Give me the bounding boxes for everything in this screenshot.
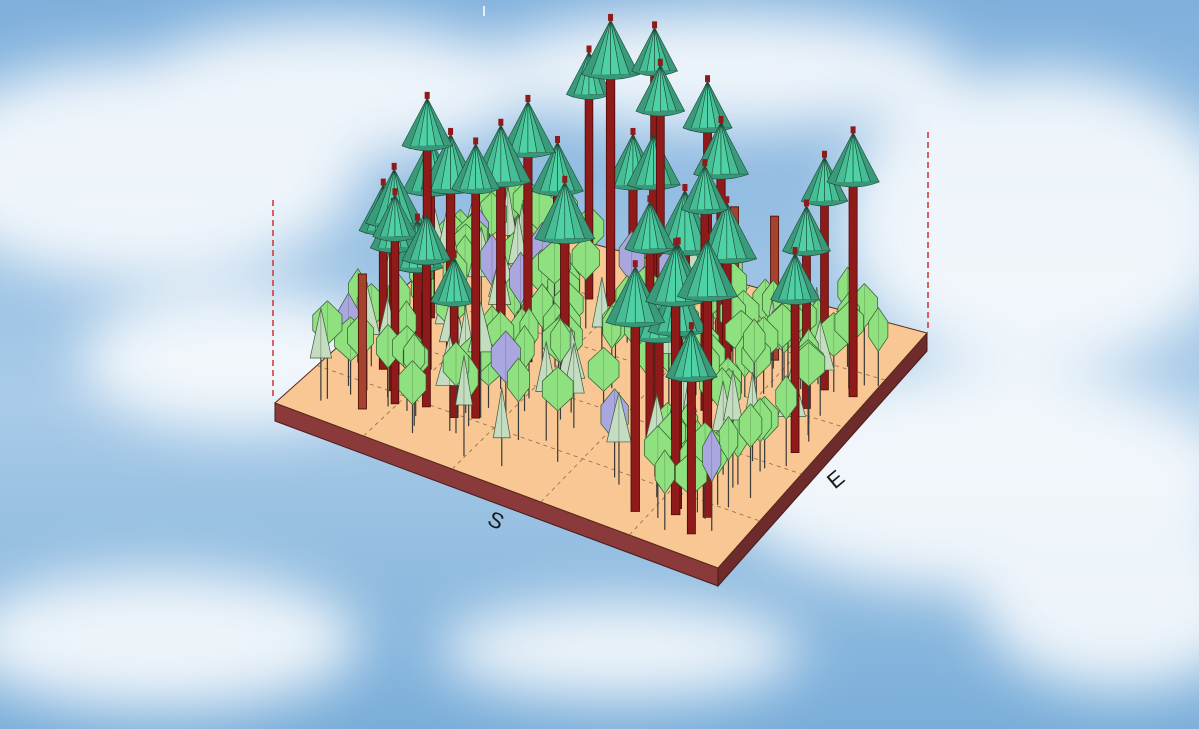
crown-base bbox=[677, 296, 738, 302]
tall-tree bbox=[372, 188, 418, 405]
crown-base bbox=[372, 236, 418, 242]
crown-base bbox=[402, 259, 451, 266]
crown-base bbox=[581, 74, 640, 80]
crown-tip bbox=[724, 196, 730, 204]
grid-line bbox=[358, 327, 802, 475]
crown-tip bbox=[608, 13, 614, 21]
small-tree bbox=[792, 341, 826, 442]
crown-tip bbox=[705, 75, 711, 83]
tall-tree bbox=[401, 207, 452, 408]
crown-tip bbox=[688, 322, 694, 330]
crown-tip bbox=[704, 233, 710, 241]
crown-base bbox=[624, 248, 676, 255]
crown-tip bbox=[702, 159, 708, 167]
small-tree bbox=[738, 403, 763, 498]
crown-tip bbox=[391, 162, 397, 170]
small-tree bbox=[718, 415, 739, 508]
small-tree bbox=[654, 449, 675, 530]
crown-base bbox=[826, 181, 880, 188]
small-tree bbox=[775, 374, 798, 467]
plot-boundary-lines bbox=[272, 6, 929, 398]
crown-tip bbox=[632, 260, 638, 268]
tall-tree bbox=[500, 94, 556, 363]
crown-tip bbox=[414, 213, 420, 221]
small-tree bbox=[868, 306, 889, 387]
trees bbox=[309, 13, 889, 535]
tall-tree bbox=[665, 322, 718, 535]
grid-line bbox=[316, 365, 760, 522]
crown-tip bbox=[554, 135, 560, 143]
small-tree bbox=[606, 391, 632, 485]
tall-tree bbox=[635, 58, 686, 322]
crown-tip bbox=[850, 126, 856, 134]
tall-tree bbox=[676, 233, 738, 518]
crown-tip bbox=[792, 247, 798, 255]
small-tree bbox=[309, 307, 333, 401]
crown-tip bbox=[651, 128, 657, 136]
tall-tree bbox=[430, 250, 479, 418]
small-tree bbox=[398, 360, 427, 433]
crown-tip bbox=[647, 195, 653, 203]
crown-tip bbox=[380, 178, 386, 186]
crown-tip bbox=[525, 94, 531, 102]
snag-trunk bbox=[357, 273, 367, 410]
tall-tree bbox=[605, 260, 666, 512]
crown-tip bbox=[803, 199, 809, 207]
crown-tip bbox=[392, 188, 398, 196]
crown-tip bbox=[718, 116, 724, 124]
small-tree bbox=[506, 357, 530, 441]
crown-base bbox=[401, 145, 453, 152]
tall-tree bbox=[534, 175, 596, 393]
small-tree bbox=[702, 428, 722, 531]
tall-tree bbox=[470, 118, 532, 371]
tall-tree bbox=[451, 137, 501, 419]
crown-base bbox=[534, 238, 595, 245]
small-tree bbox=[571, 235, 600, 329]
crown-tip bbox=[424, 91, 430, 99]
crown-base bbox=[681, 209, 729, 215]
small-tree bbox=[455, 354, 473, 457]
small-tree bbox=[587, 346, 620, 418]
crown-tip bbox=[498, 118, 504, 126]
crown-tip bbox=[675, 237, 681, 245]
crown-tip bbox=[448, 127, 454, 135]
crown-tip bbox=[652, 21, 658, 29]
crown-base bbox=[626, 184, 681, 191]
tall-tree bbox=[826, 126, 880, 398]
crown-tip bbox=[821, 150, 827, 158]
tall-tree bbox=[770, 247, 821, 453]
small-tree bbox=[541, 366, 574, 462]
crown-base bbox=[665, 376, 718, 383]
crown-base bbox=[645, 301, 706, 307]
tall-tree bbox=[581, 13, 640, 307]
crown-tip bbox=[451, 250, 457, 258]
small-tree bbox=[492, 387, 511, 467]
grid-line bbox=[451, 261, 663, 470]
crown-tip bbox=[586, 45, 592, 53]
dead-snag bbox=[357, 273, 367, 410]
crown-tip bbox=[630, 127, 636, 135]
crown-tip bbox=[673, 238, 679, 246]
small-tree bbox=[550, 318, 571, 420]
crown-tip bbox=[423, 207, 429, 215]
crown-base bbox=[451, 188, 500, 195]
crown-base bbox=[770, 299, 820, 305]
crown-tip bbox=[682, 183, 688, 191]
crown-tip bbox=[657, 58, 663, 66]
crown-tip bbox=[562, 175, 568, 183]
crown-base bbox=[635, 110, 685, 117]
crown-base bbox=[605, 321, 665, 328]
crown-tip bbox=[473, 137, 479, 145]
